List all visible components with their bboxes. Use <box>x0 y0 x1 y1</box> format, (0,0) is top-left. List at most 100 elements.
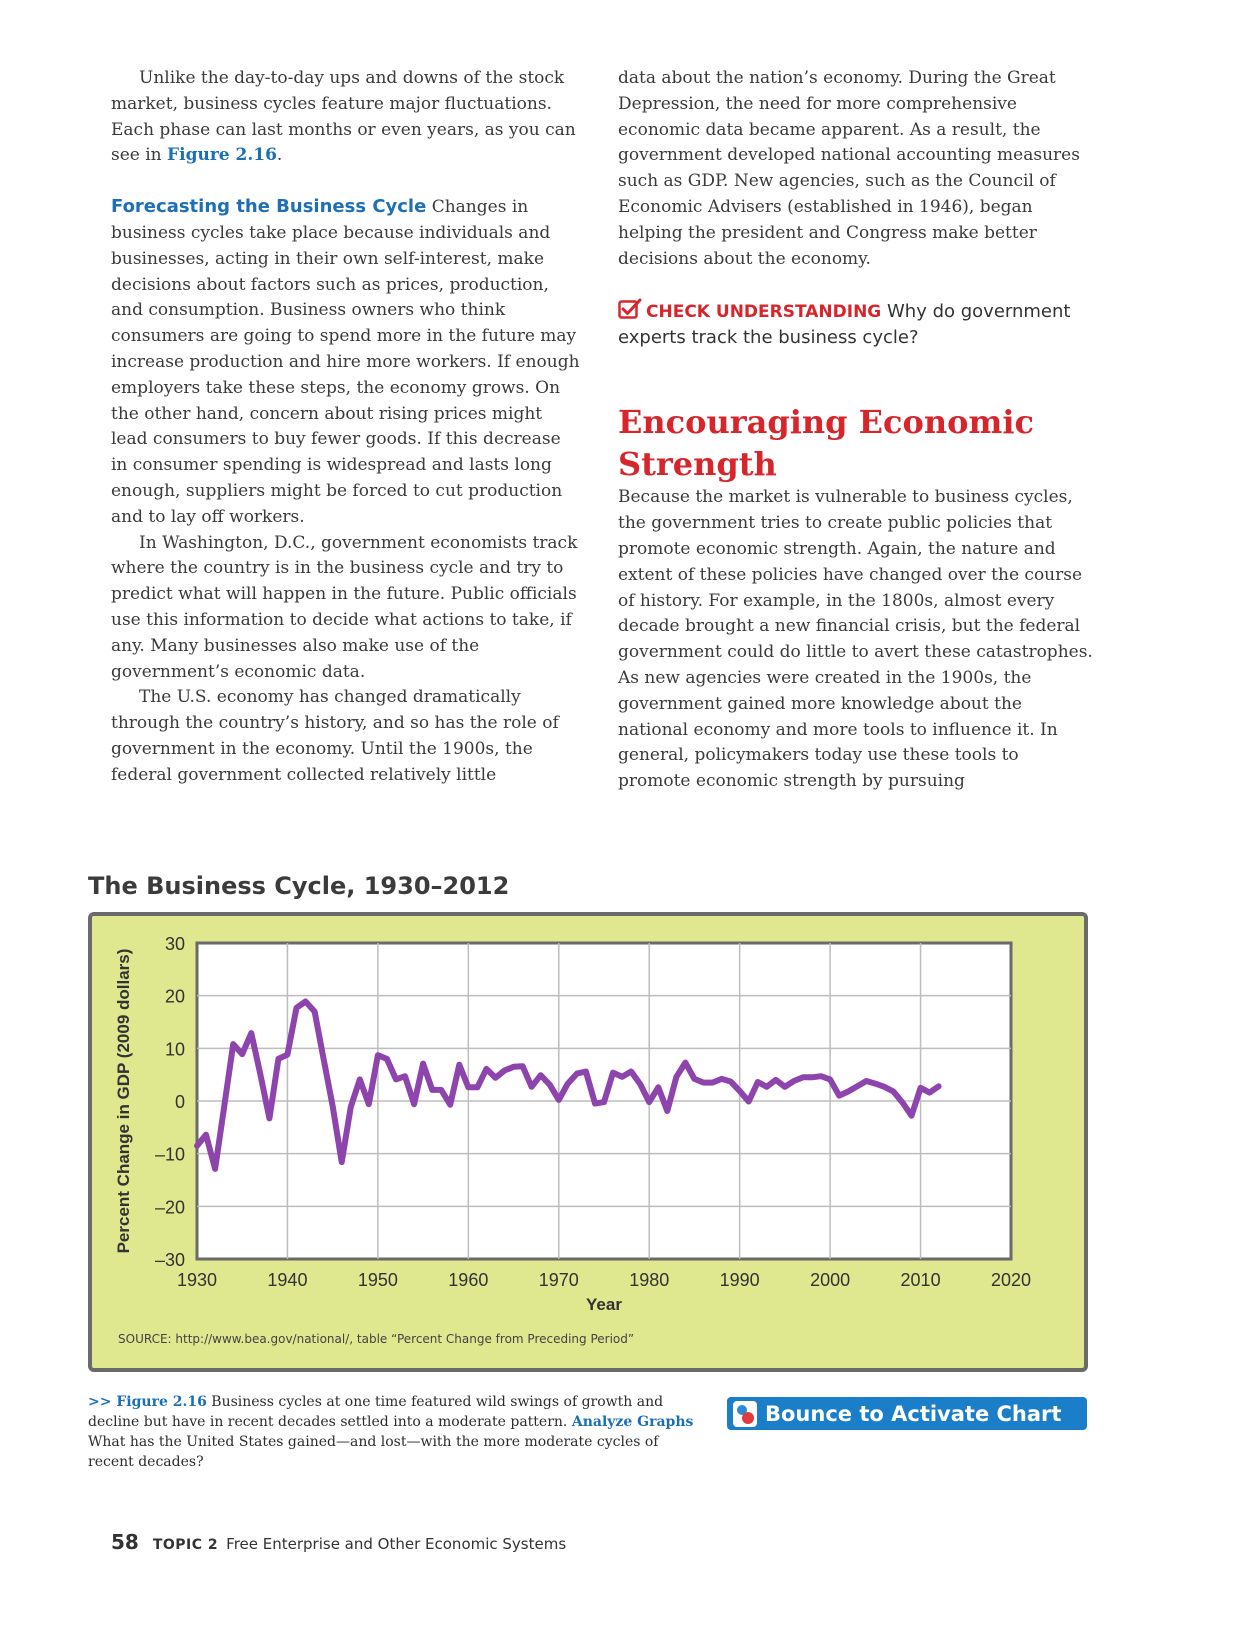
x-tick-label: 1930 <box>177 1270 217 1290</box>
data-point <box>802 1076 804 1078</box>
right-column: data about the nation’s economy. During … <box>618 66 1093 795</box>
paragraph-forecasting: Forecasting the Business Cycle Changes i… <box>111 196 580 527</box>
data-point <box>666 1110 668 1112</box>
data-point <box>784 1086 786 1088</box>
data-point <box>693 1078 695 1080</box>
data-point <box>413 1103 415 1105</box>
data-point <box>576 1073 578 1075</box>
x-tick-label: 2000 <box>810 1270 850 1290</box>
check-understanding-label: CHECK UNDERSTANDING <box>646 302 882 323</box>
data-point <box>205 1134 207 1136</box>
data-point <box>495 1077 496 1079</box>
page-number: 58 <box>111 1530 139 1554</box>
subheading-forecasting: Forecasting the Business Cycle <box>111 196 427 218</box>
figure-caption: >> Figure 2.16 Business cycles at one ti… <box>88 1394 694 1470</box>
x-tick-label: 1990 <box>720 1270 760 1290</box>
data-point <box>847 1091 849 1092</box>
data-point <box>675 1076 677 1078</box>
section-heading: Encouraging Economic Strength <box>618 403 1034 484</box>
y-tick-label: 0 <box>175 1092 185 1112</box>
checkbox-check-icon <box>618 298 642 320</box>
data-point <box>359 1078 361 1080</box>
data-point <box>449 1104 451 1106</box>
data-point <box>549 1084 551 1086</box>
data-point <box>621 1076 623 1078</box>
bounce-button-label: Bounce to Activate Chart <box>765 1401 1062 1426</box>
data-point <box>332 1105 334 1107</box>
data-point <box>920 1087 922 1089</box>
data-point <box>214 1168 216 1170</box>
data-point <box>657 1086 659 1088</box>
data-point <box>838 1095 840 1097</box>
data-point <box>902 1102 903 1104</box>
x-tick-label: 1960 <box>448 1270 488 1290</box>
topic-label: TOPIC 2 <box>152 1537 219 1553</box>
data-point <box>232 1043 234 1045</box>
data-point <box>874 1083 876 1085</box>
data-point <box>268 1117 270 1119</box>
data-point <box>458 1064 460 1066</box>
data-point <box>829 1078 831 1080</box>
x-tick-label: 1970 <box>539 1270 579 1290</box>
data-point <box>196 1145 198 1147</box>
data-point <box>350 1106 352 1108</box>
data-point <box>911 1115 912 1117</box>
x-tick-label: 1980 <box>629 1270 669 1290</box>
data-point <box>286 1054 288 1056</box>
bounce-activate-chart-button[interactable]: Bounce to Activate Chart <box>727 1397 1087 1430</box>
x-tick-label: 1940 <box>267 1270 307 1290</box>
x-axis-label: Year <box>586 1295 622 1314</box>
data-point <box>612 1072 614 1074</box>
data-point <box>323 1058 325 1060</box>
x-tick-label: 2010 <box>901 1270 941 1290</box>
data-point <box>476 1086 478 1088</box>
data-point <box>730 1081 732 1082</box>
data-point <box>250 1032 252 1034</box>
data-point <box>865 1080 867 1082</box>
data-point <box>386 1058 388 1060</box>
data-point <box>703 1082 704 1084</box>
y-tick-label: –30 <box>155 1250 185 1270</box>
data-point <box>531 1086 533 1088</box>
paragraph-intro: Unlike the day-to-day ups and downs of t… <box>111 68 576 166</box>
data-point <box>603 1101 605 1103</box>
data-point <box>522 1065 524 1067</box>
page-footer: 58 TOPIC 2 Free Enterprise and Other Econo… <box>111 1530 566 1554</box>
y-tick-label: 20 <box>165 987 185 1007</box>
data-point <box>431 1089 433 1091</box>
data-point <box>341 1161 343 1163</box>
data-point <box>305 1001 306 1002</box>
check-understanding-question: Why do government experts track the busi… <box>618 301 1071 349</box>
data-point <box>513 1066 515 1068</box>
y-tick-label: –10 <box>155 1145 185 1165</box>
y-tick-label: –20 <box>155 1197 185 1217</box>
data-point <box>241 1053 243 1055</box>
data-point <box>404 1075 406 1077</box>
data-point <box>648 1101 650 1103</box>
data-point <box>811 1076 813 1078</box>
data-point <box>314 1011 316 1012</box>
bounce-app-icon <box>733 1400 757 1427</box>
check-understanding: CHECK UNDERSTANDING Why do government ex… <box>618 298 1093 351</box>
data-point <box>259 1073 261 1075</box>
data-point <box>639 1083 641 1085</box>
data-point <box>540 1074 542 1076</box>
data-point <box>856 1085 858 1087</box>
data-point <box>775 1079 777 1081</box>
x-tick-label: 1950 <box>358 1270 398 1290</box>
chart-title: The Business Cycle, 1930–2012 <box>88 872 510 900</box>
left-column: Unlike the day-to-day ups and downs of t… <box>111 66 581 789</box>
data-point <box>766 1086 768 1088</box>
paragraph-washington: In Washington, D.C., government economis… <box>111 532 578 682</box>
y-tick-label: 10 <box>165 1039 185 1059</box>
data-point <box>757 1081 759 1083</box>
data-point <box>594 1103 596 1105</box>
data-point <box>377 1054 379 1056</box>
data-point <box>684 1062 686 1064</box>
data-point <box>712 1082 713 1084</box>
data-point <box>793 1080 795 1082</box>
data-point <box>585 1071 587 1072</box>
data-point <box>630 1071 632 1072</box>
figure-reference-link[interactable]: Figure 2.16 <box>167 145 277 166</box>
